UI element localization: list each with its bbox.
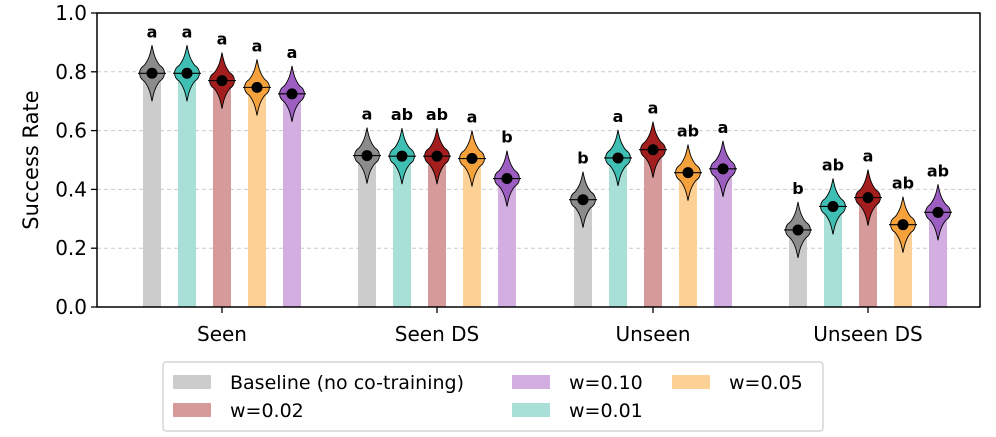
- bar: [824, 206, 842, 307]
- mean-point: [897, 219, 909, 231]
- x-tick-label: Unseen: [615, 322, 690, 346]
- bar: [213, 80, 231, 308]
- legend-label: w=0.02: [230, 400, 304, 422]
- y-axis-label: Success Rate: [19, 90, 43, 229]
- bar: [789, 229, 807, 307]
- bar: [393, 156, 411, 307]
- significance-label: a: [287, 43, 298, 62]
- significance-label: ab: [677, 122, 699, 141]
- significance-label: a: [718, 118, 729, 137]
- mean-point: [361, 150, 373, 162]
- legend: Baseline (no co-training) w=0.02 w=0.10 w=0…: [162, 361, 824, 432]
- significance-label: a: [182, 22, 193, 41]
- significance-label: a: [863, 147, 874, 166]
- bar: [574, 199, 592, 307]
- bar: [679, 172, 697, 307]
- legend-label: w=0.01: [569, 400, 643, 422]
- mean-point: [862, 192, 874, 204]
- x-tick-label: Seen DS: [395, 322, 479, 346]
- y-tick-label: 1.0: [55, 1, 87, 25]
- significance-label: ab: [892, 174, 914, 193]
- mean-point: [181, 67, 193, 79]
- mean-point: [577, 194, 589, 206]
- bar: [894, 224, 912, 307]
- legend-swatch: [512, 403, 550, 417]
- bar: [248, 87, 266, 307]
- legend-swatch: [512, 375, 550, 389]
- mean-point: [612, 152, 624, 164]
- significance-label: ab: [822, 155, 844, 174]
- mean-point: [431, 150, 443, 162]
- legend-swatch: [173, 403, 211, 417]
- x-tick-label: Seen: [197, 322, 247, 346]
- legend-frame: [162, 361, 824, 432]
- bars: [143, 73, 947, 308]
- mean-point: [286, 88, 298, 100]
- bar: [178, 73, 196, 308]
- mean-point: [251, 81, 263, 93]
- bar: [283, 93, 301, 307]
- significance-label: b: [577, 149, 588, 168]
- significance-label: a: [147, 22, 158, 41]
- mean-point: [932, 206, 944, 218]
- bar: [644, 149, 662, 307]
- significance-label: ab: [927, 161, 949, 180]
- mean-point: [647, 144, 659, 156]
- legend-swatch: [672, 375, 710, 389]
- significance-label: ab: [426, 105, 448, 124]
- legend-swatch: [173, 375, 211, 389]
- legend-label: w=0.10: [569, 372, 643, 394]
- mean-point: [682, 167, 694, 179]
- bar: [143, 73, 161, 308]
- significance-label: a: [613, 107, 624, 126]
- bar: [358, 155, 376, 307]
- significance-label: b: [792, 179, 803, 198]
- bar: [609, 157, 627, 307]
- mean-point: [717, 163, 729, 175]
- y-tick-label: 0.2: [55, 236, 87, 260]
- bar: [463, 158, 481, 307]
- legend-label: Baseline (no co-training): [230, 372, 464, 394]
- y-tick-label: 0.8: [55, 60, 87, 84]
- axes: 0.0 0.2 0.4 0.6 0.8 1.0 Seen Seen DS Unseen Unsee…: [55, 1, 923, 346]
- bar: [859, 197, 877, 307]
- legend-label: w=0.05: [729, 372, 803, 394]
- significance-label: a: [362, 105, 373, 124]
- y-tick-label: 0.6: [55, 119, 87, 143]
- mean-point: [501, 173, 513, 185]
- significance-label: b: [501, 128, 512, 147]
- plot-frame: [96, 12, 981, 308]
- violins: [138, 45, 952, 259]
- mean-point: [792, 224, 804, 236]
- significance-label: a: [648, 99, 659, 118]
- mean-point: [146, 67, 158, 79]
- bar: [498, 178, 516, 307]
- mean-point: [827, 200, 839, 212]
- y-tick-label: 0.0: [55, 295, 87, 319]
- significance-label: a: [217, 30, 228, 49]
- x-tick-label: Unseen DS: [813, 322, 922, 346]
- mean-point: [466, 153, 478, 165]
- mean-point: [396, 150, 408, 162]
- y-tick-label: 0.4: [55, 177, 87, 201]
- significance-label: ab: [391, 105, 413, 124]
- mean-point: [216, 75, 228, 87]
- bar: [428, 156, 446, 307]
- bar: [929, 212, 947, 307]
- bar: [714, 168, 732, 307]
- significance-label: a: [252, 36, 263, 55]
- significance-label: a: [467, 108, 478, 127]
